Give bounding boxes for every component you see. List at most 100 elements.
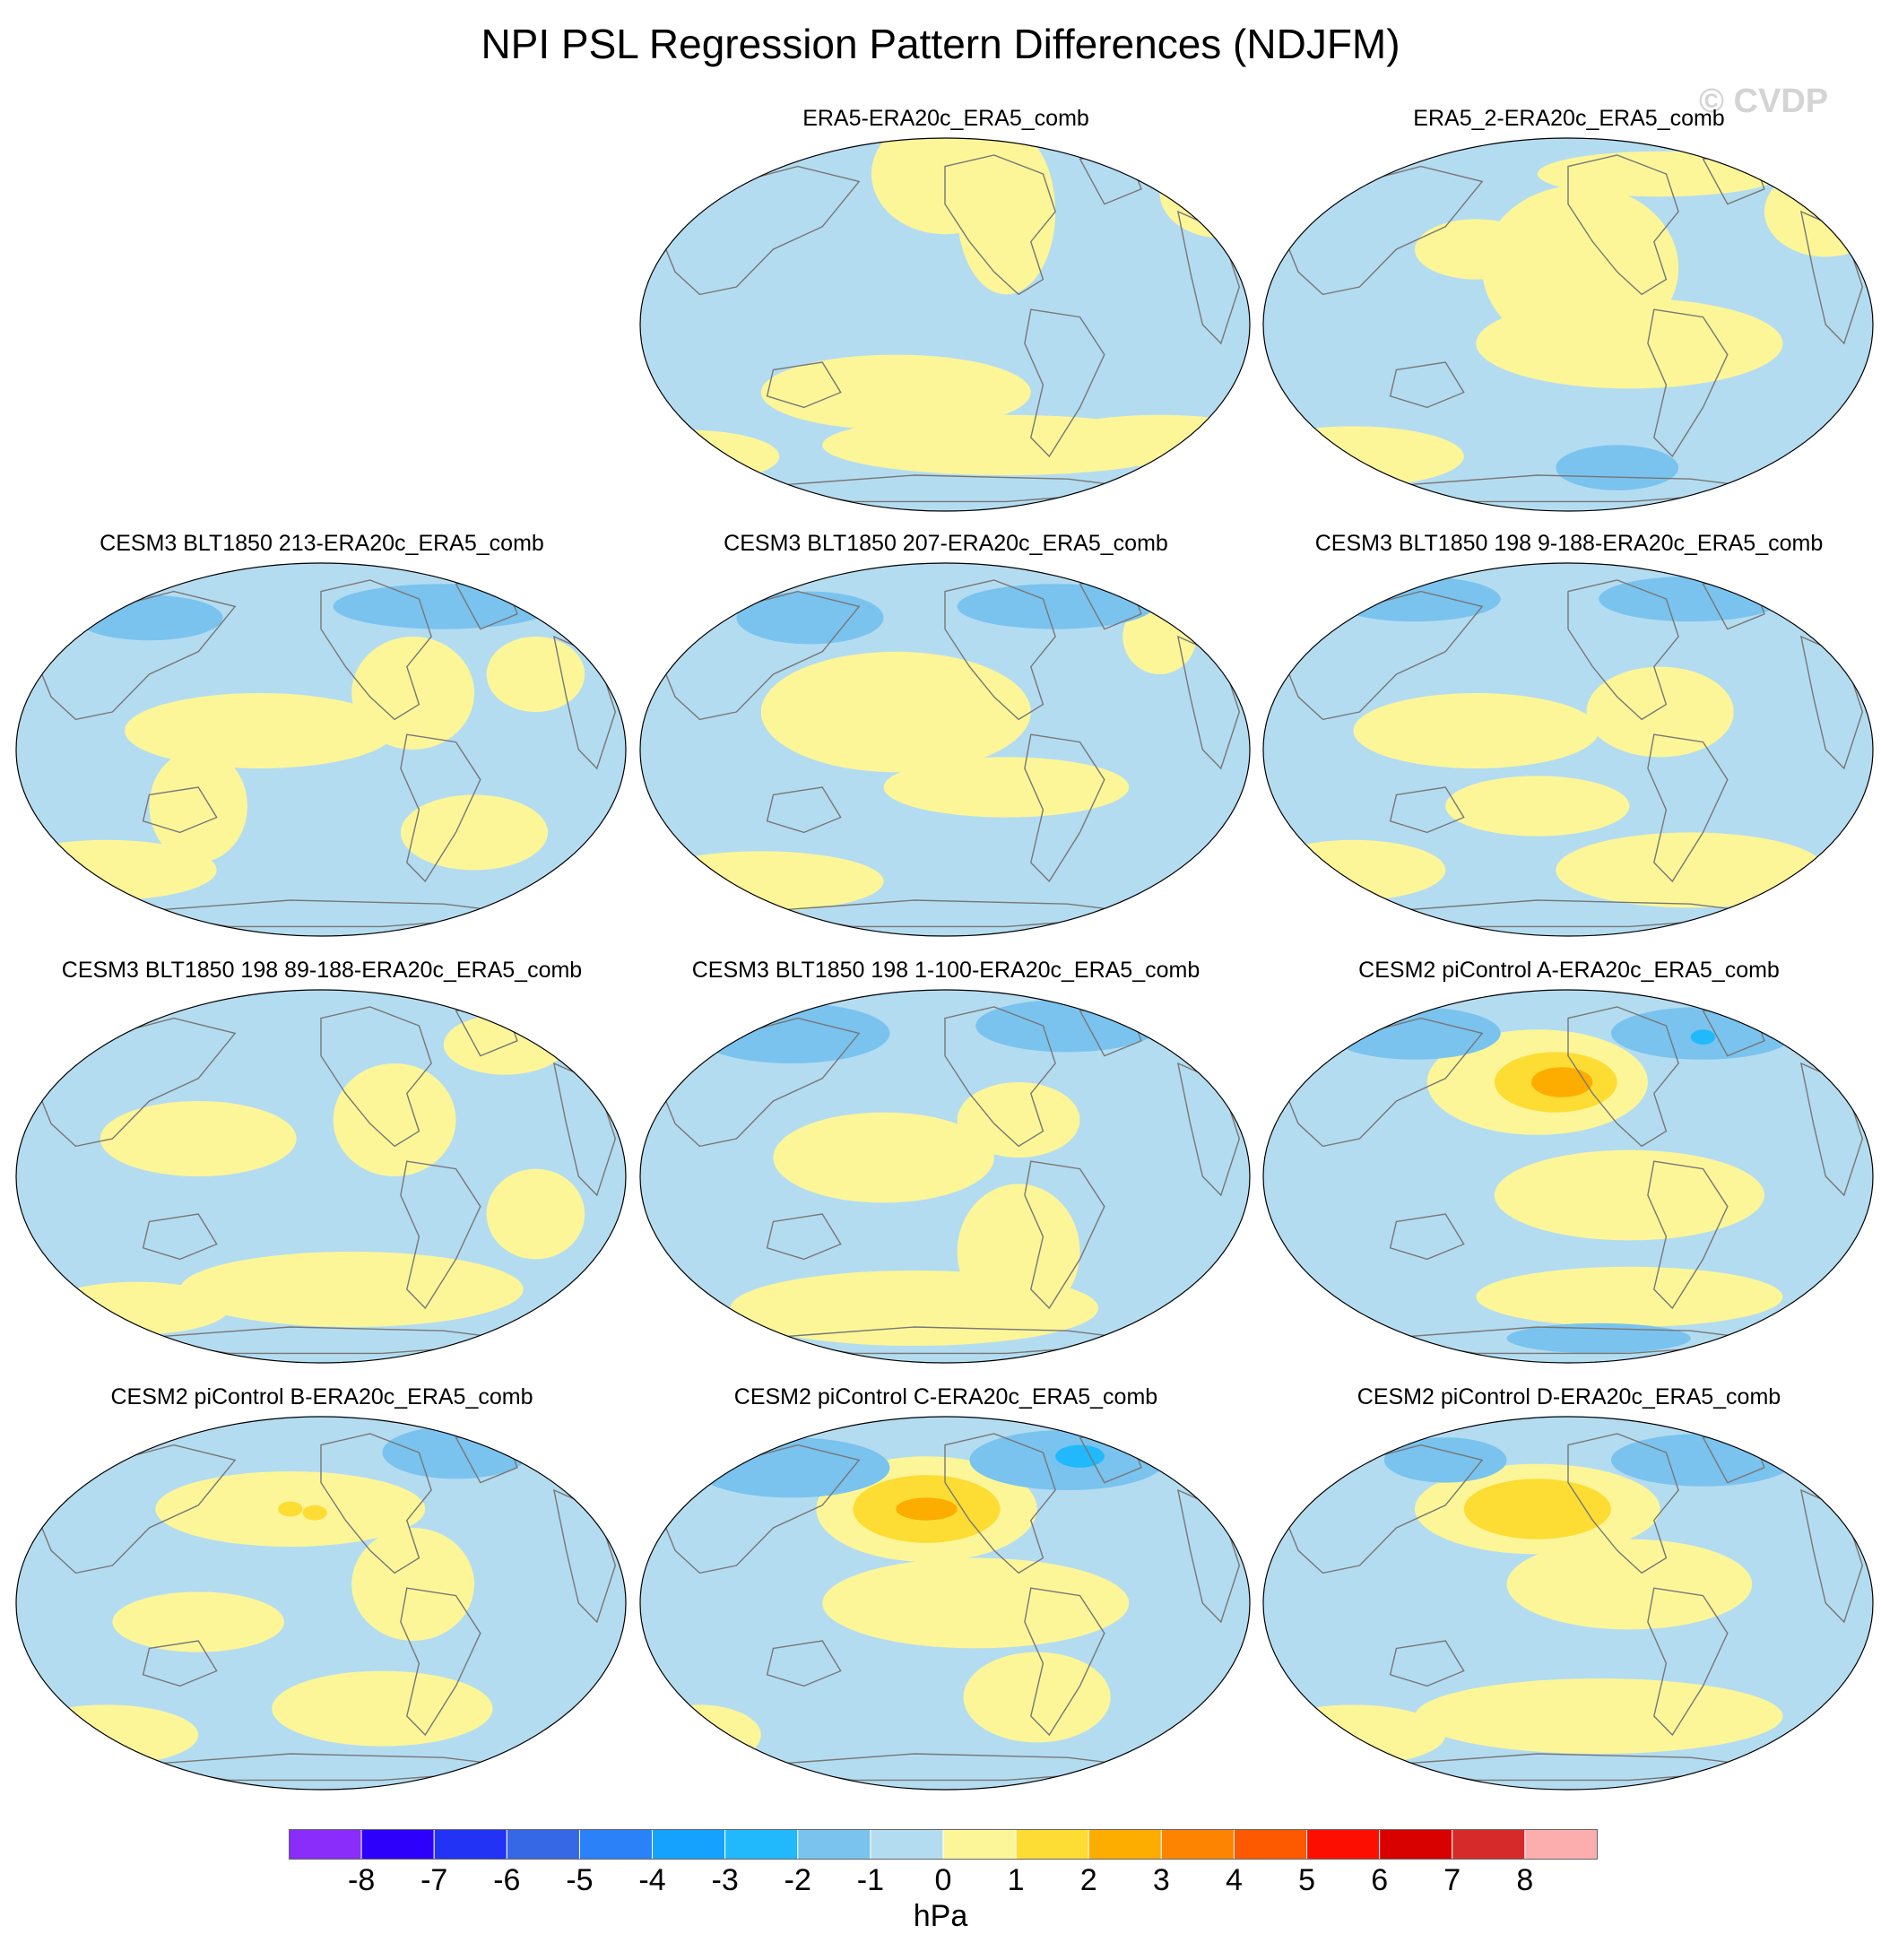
map-border [639,989,1251,1364]
figure-title: NPI PSL Regression Pattern Differences (… [481,21,1400,67]
colorbar-cell [433,1829,507,1860]
robinson-map [639,989,1251,1364]
positive-anomaly-region [640,851,884,912]
robinson-map [15,562,627,937]
coastline [766,786,842,834]
coastline [1567,1433,1679,1574]
coastline [1647,1587,1729,1737]
map-panel-era5_2: ERA5_2-ERA20c_ERA5_comb [1260,106,1878,527]
colorbar-tick-label: 3 [1152,1863,1170,1897]
colorbar-cell [1015,1829,1089,1860]
coastline [944,579,1056,721]
positive-anomaly-region [100,1101,297,1176]
robinson-map [639,137,1251,512]
map-panel-blt198_9: CESM3 BLT1850 198 9-188-ERA20c_ERA5_comb [1260,531,1878,952]
coastline [1024,1160,1105,1310]
panel-title: CESM2 piControl C-ERA20c_ERA5_comb [733,1384,1158,1409]
coastline [320,1433,432,1574]
positive-anomaly-region [730,1271,1098,1346]
positive-anomaly-region [272,1670,493,1747]
colorbar-tick-label: 0 [934,1863,952,1897]
colorbar-tick-label: 8 [1516,1863,1534,1897]
colorbar-tick-label: -6 [493,1863,521,1897]
map-border [1262,1416,1874,1791]
coastline [1024,733,1105,883]
positive-anomaly-region [302,1505,327,1521]
coastline [944,154,1056,296]
map-panel-blt198_1: CESM3 BLT1850 198 1-100-ERA20c_ERA5_comb [637,958,1255,1379]
map-border [1262,137,1874,512]
positive-anomaly-region [1415,219,1538,280]
colorbar-units: hPa [913,1899,968,1933]
coastline [320,579,432,721]
map-border [639,1416,1251,1791]
panel-title: CESM2 piControl B-ERA20c_ERA5_comb [110,1384,533,1409]
positive-anomaly-region [125,693,395,768]
positive-anomaly-region [1537,151,1783,197]
negative-anomaly-region [1383,1437,1507,1483]
map-panel-cesm2_d: CESM2 piControl D-ERA20c_ERA5_comb [1260,1384,1878,1806]
positive-anomaly-region [1353,693,1599,768]
positive-anomaly-region [760,651,1031,773]
colorbar-cell [360,1829,435,1860]
colorbar-cell [1379,1829,1453,1860]
coastline [1567,154,1679,296]
positive-anomaly-region [957,1082,1080,1158]
positive-anomaly-region [1476,298,1783,389]
map-border [1262,989,1874,1364]
robinson-map [15,989,627,1364]
colorbar-cell [506,1829,580,1860]
robinson-map [639,1416,1251,1791]
colorbar-cell [1524,1829,1598,1860]
coastline [1647,1160,1729,1310]
robinson-map [639,562,1251,937]
negative-anomaly-region [736,591,884,645]
coastline [1024,1587,1105,1737]
colorbar-cell [870,1829,944,1860]
negative-anomaly-region [1506,1323,1691,1354]
positive-anomaly-region [351,637,474,750]
coastline [944,1006,1056,1148]
positive-anomaly-region [1476,1266,1783,1327]
positive-anomaly-region [963,1652,1111,1743]
positive-anomaly-region [333,1063,456,1176]
positive-anomaly-region [957,138,1056,295]
positive-anomaly-region [486,637,585,712]
positive-anomaly-region [883,757,1130,818]
map-panel-cesm2_c: CESM2 piControl C-ERA20c_ERA5_comb [637,1384,1255,1806]
map-border [639,137,1251,512]
robinson-map [1262,1416,1874,1791]
coastline [1567,1006,1679,1148]
positive-anomaly-region [486,1168,585,1260]
colorbar [289,1829,1598,1860]
negative-anomaly-region [957,584,1154,629]
colorbar-tick-label: 2 [1079,1863,1097,1897]
positive-anomaly-region [1445,776,1630,837]
robinson-map [1262,137,1874,512]
positive-anomaly-region [400,794,549,871]
colorbar-tick-label: 4 [1225,1863,1243,1897]
coastline [142,786,218,834]
map-border [15,1416,627,1791]
coastline [1024,308,1105,458]
positive-anomaly-region [760,354,1031,430]
coastline [1389,1213,1465,1261]
coastline [1647,733,1729,883]
positive-anomaly-region [1586,666,1734,758]
coastline [1567,579,1679,721]
colorbar-cell [1160,1829,1235,1860]
map-border [15,562,627,937]
coastline [1389,1640,1465,1687]
positive-anomaly-region [1494,1149,1764,1241]
colorbar-tick-label: 1 [1007,1863,1025,1897]
map-panel-cesm2_b: CESM2 piControl B-ERA20c_ERA5_comb [13,1384,631,1806]
panel-title: CESM2 piControl A-ERA20c_ERA5_comb [1358,958,1780,983]
coastline [400,733,481,883]
map-border [1262,562,1874,937]
colorbar-cell [289,1829,362,1860]
positive-anomaly-region [1506,1539,1753,1630]
colorbar-cell [578,1829,654,1860]
colorbar-tick-label: -3 [711,1863,739,1897]
colorbar-tick-label: 6 [1371,1863,1389,1897]
colorbar-cell [1306,1829,1381,1860]
